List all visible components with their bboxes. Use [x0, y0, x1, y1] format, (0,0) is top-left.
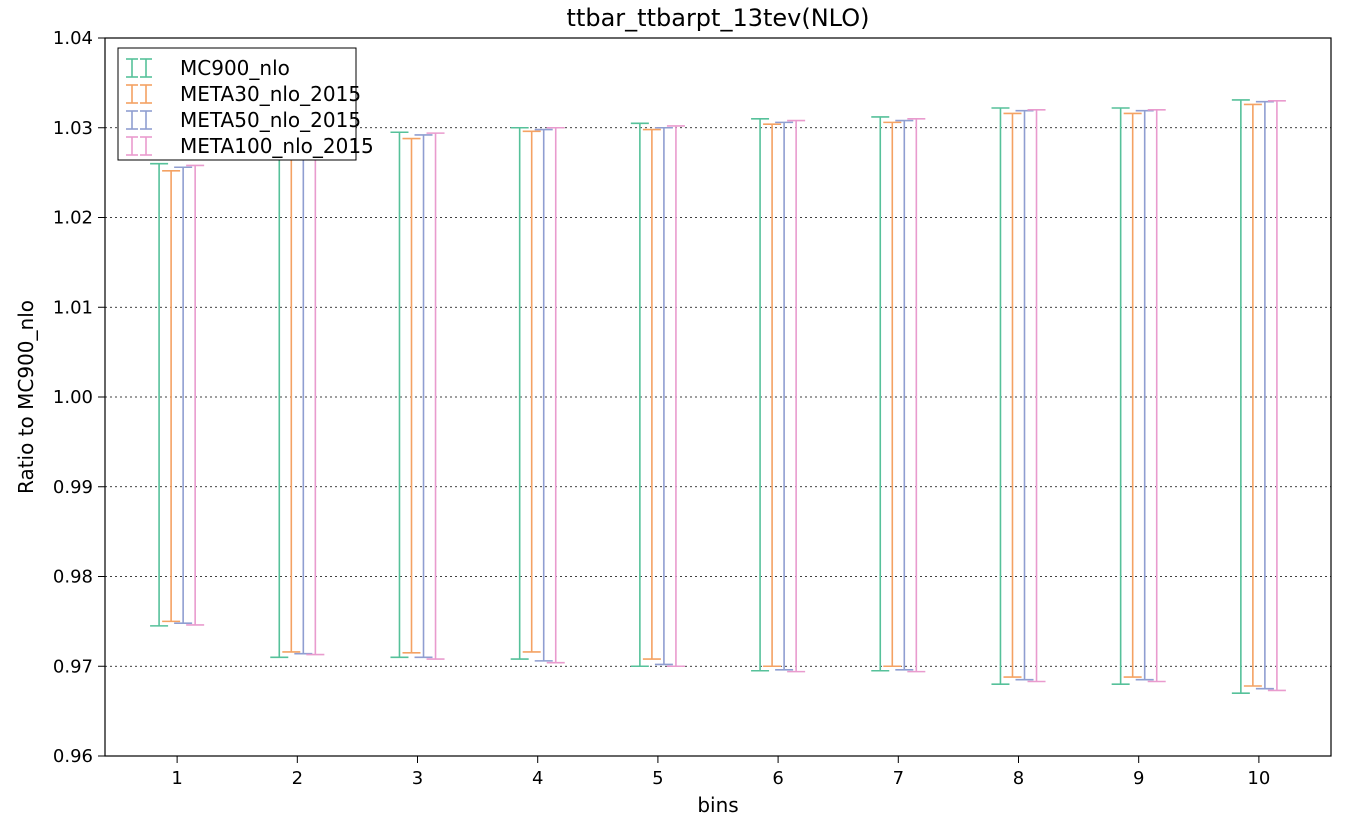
legend-label: META30_nlo_2015 — [180, 82, 361, 106]
xtick-label: 3 — [412, 768, 423, 789]
ytick-label: 1.02 — [53, 208, 93, 229]
y-axis-label: Ratio to MC900_nlo — [14, 300, 38, 494]
ytick-label: 1.01 — [53, 297, 93, 318]
ytick-label: 0.98 — [53, 567, 93, 588]
xtick-label: 5 — [652, 768, 663, 789]
chart-svg: 1 2 3 4 5 6 7 8 9 10 0.96 0.97 0.98 0.99 1.00 1.01 1.02 1… — [0, 0, 1353, 830]
x-axis-label: bins — [697, 793, 738, 817]
chart-title: ttbar_ttbarpt_13tev(NLO) — [567, 4, 870, 32]
legend-label: META50_nlo_2015 — [180, 108, 361, 132]
xtick-label: 4 — [532, 768, 543, 789]
ytick-label: 0.96 — [53, 746, 93, 767]
ytick-label: 1.03 — [53, 118, 93, 139]
legend-label: MC900_nlo — [180, 56, 290, 80]
xtick-label: 10 — [1247, 768, 1270, 789]
ytick-label: 0.97 — [53, 656, 93, 677]
ytick-label: 0.99 — [53, 477, 93, 498]
legend-label: META100_nlo_2015 — [180, 134, 374, 158]
xtick-label: 9 — [1133, 768, 1144, 789]
xtick-label: 7 — [893, 768, 904, 789]
xtick-label: 8 — [1013, 768, 1024, 789]
chart-container: { "chart": { "type": "errorbar", "title"… — [0, 0, 1353, 830]
ytick-label: 1.04 — [53, 28, 93, 49]
xtick-label: 6 — [772, 768, 783, 789]
xtick-label: 2 — [292, 768, 303, 789]
xtick-label: 1 — [171, 768, 182, 789]
ytick-label: 1.00 — [53, 387, 93, 408]
